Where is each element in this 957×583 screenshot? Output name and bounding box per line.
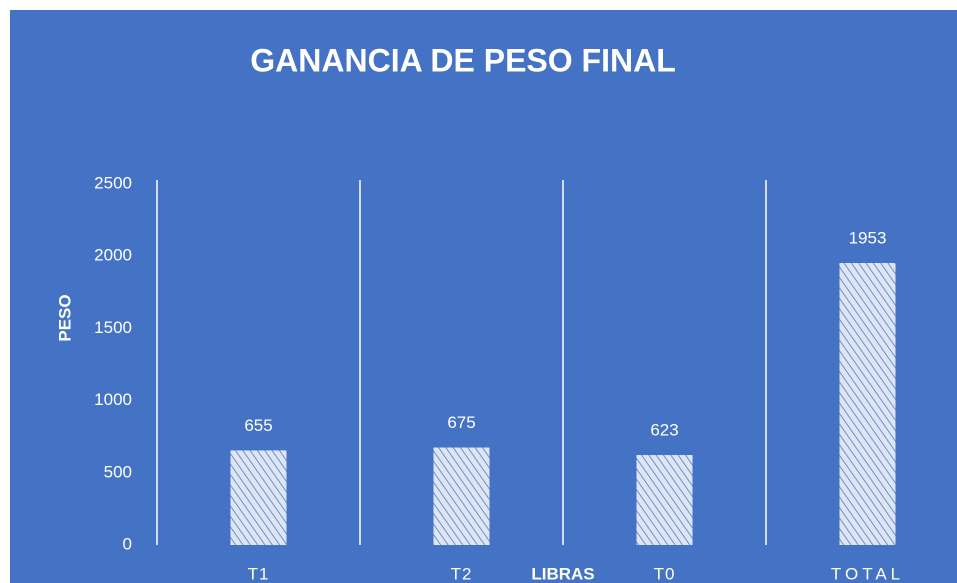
bar xyxy=(839,262,896,545)
y-axis-title: PESO xyxy=(55,294,74,341)
y-tick-label: 0 xyxy=(123,534,132,553)
x-tick-label: TOTAL xyxy=(831,564,904,583)
x-tick-label: T1 xyxy=(248,564,270,583)
data-label: 623 xyxy=(650,421,678,440)
x-tick-label: T2 xyxy=(451,564,473,583)
bar xyxy=(230,450,287,545)
data-label: 655 xyxy=(244,416,272,435)
x-tick-label: T0 xyxy=(654,564,676,583)
y-tick-label: 1500 xyxy=(94,318,132,337)
y-tick-label: 2000 xyxy=(94,246,132,265)
x-axis-title: LIBRAS xyxy=(531,564,594,583)
data-label: 1953 xyxy=(849,228,887,247)
y-tick-label: 2500 xyxy=(94,173,132,192)
bar xyxy=(433,447,490,545)
y-tick-label: 1000 xyxy=(94,390,132,409)
y-tick-label: 500 xyxy=(104,462,132,481)
chart-title: GANANCIA DE PESO FINAL xyxy=(250,42,676,78)
bar xyxy=(636,455,693,545)
data-label: 675 xyxy=(447,413,475,432)
